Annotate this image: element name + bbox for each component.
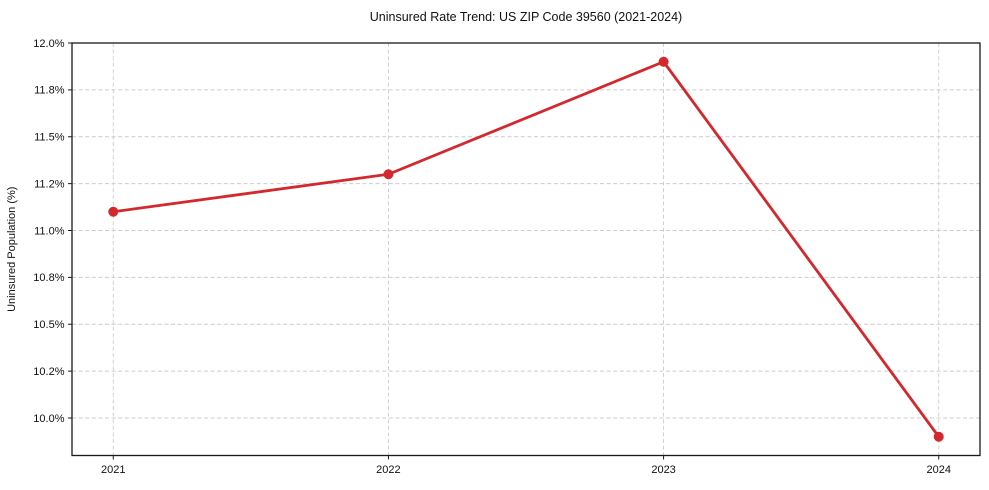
trend-line	[111, 60, 941, 439]
data-series	[108, 56, 944, 442]
data-point-2021	[108, 206, 119, 217]
y-tick-label: 10.0%	[33, 413, 64, 425]
x-tick-label: 2024	[926, 464, 950, 476]
y-tick-label: 11.0%	[34, 225, 65, 237]
chart-title: Uninsured Rate Trend: US ZIP Code 39560 …	[370, 10, 682, 24]
data-point-2022	[383, 169, 394, 180]
axis-ticks: 10.0% 10.2% 10.5% 10.8% 11.0% 11.2% 11.5% 11.8%…	[33, 38, 951, 476]
y-axis-label: Uninsured Population (%)	[6, 187, 18, 312]
y-tick-label: 11.2%	[34, 178, 65, 190]
y-tick-label: 10.5%	[33, 319, 64, 331]
y-tick-label: 11.5%	[34, 132, 65, 144]
data-point-2024	[933, 431, 944, 442]
x-tick-label: 2022	[376, 464, 400, 476]
gridlines	[72, 42, 980, 456]
y-tick-label: 11.8%	[34, 85, 65, 97]
y-tick-label: 10.8%	[33, 272, 64, 284]
y-tick-label: 12.0%	[33, 38, 64, 50]
data-point-2023	[658, 56, 669, 67]
y-tick-label: 10.2%	[33, 366, 64, 378]
plot-border	[71, 42, 981, 457]
x-tick-label: 2021	[101, 464, 125, 476]
x-tick-label: 2023	[651, 464, 675, 476]
